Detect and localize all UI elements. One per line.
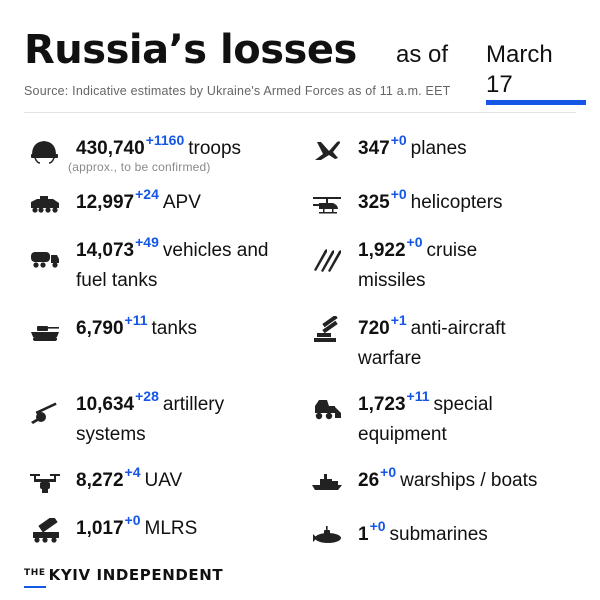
stat-anti-aircraft: 720+1 anti-aircraft warfare (310, 312, 580, 376)
stat-delta: +0 (124, 512, 141, 528)
stat-value: 1,723 (358, 394, 406, 415)
stat-value: 347 (358, 138, 390, 159)
stat-value: 12,997 (76, 192, 135, 213)
stat-label: submarines (389, 524, 488, 545)
stat-label: MLRS (144, 518, 198, 539)
apv-icon (28, 190, 62, 218)
stat-label: cruise (426, 240, 478, 261)
anti-aircraft-icon (310, 316, 344, 344)
stat-uav: 8,272+4 UAV (28, 464, 288, 498)
stat-label: troops (188, 138, 242, 159)
stat-delta: +0 (390, 132, 407, 148)
drone-icon (28, 468, 62, 496)
stat-label-line2: fuel tanks (76, 270, 158, 291)
stat-special-equipment: 1,723+11 special equipment (310, 388, 580, 452)
stat-label-line2: equipment (358, 424, 447, 445)
stat-label: helicopters (410, 192, 503, 213)
divider (24, 112, 576, 113)
stat-value: 8,272 (76, 470, 124, 491)
stat-delta: +0 (390, 186, 407, 202)
stat-delta: +0 (380, 464, 397, 480)
artillery-icon (28, 398, 62, 426)
stat-delta: +11 (124, 312, 148, 328)
stat-label: artillery (162, 394, 225, 415)
brand-logo: THE KYIV INDEPENDENT (24, 566, 223, 584)
stat-troops: 430,740+1160 troops (approx., to be confi… (28, 132, 288, 184)
stat-value: 720 (358, 318, 390, 339)
stat-label: UAV (144, 470, 183, 491)
stat-vehicles: 14,073+49 vehicles and fuel tanks (28, 234, 298, 298)
troops-note: (approx., to be confirmed) (68, 160, 211, 174)
submarine-icon (310, 522, 344, 550)
stat-delta: +11 (406, 388, 430, 404)
stat-label: warships / boats (400, 470, 538, 491)
header: Russia’s losses as of March 17 (24, 24, 586, 105)
stat-warships: 26+0 warships / boats (310, 464, 580, 498)
stat-label: special (433, 394, 493, 415)
mlrs-icon (28, 518, 62, 546)
stat-mlrs: 1,017+0 MLRS (28, 512, 288, 546)
stat-delta: +49 (135, 234, 159, 250)
stat-label: anti-aircraft (410, 318, 506, 339)
stat-artillery: 10,634+28 artillery systems (28, 388, 298, 452)
stat-delta: +28 (135, 388, 159, 404)
stat-delta: +1 (390, 312, 407, 328)
stat-value: 10,634 (76, 394, 135, 415)
plane-icon (310, 136, 344, 164)
stat-delta: +1160 (145, 132, 185, 148)
stat-planes: 347+0 planes (310, 132, 580, 166)
stat-value: 1 (358, 524, 369, 545)
stat-label-line2: missiles (358, 270, 426, 291)
stat-value: 6,790 (76, 318, 124, 339)
stat-submarines: 1+0 submarines (310, 518, 580, 552)
stat-delta: +24 (135, 186, 159, 202)
brand-name: KYIV INDEPENDENT (48, 566, 224, 584)
fuel-truck-icon (28, 244, 62, 272)
title-as-of: as of (396, 41, 449, 68)
stat-apv: 12,997+24 APV (28, 186, 288, 220)
stat-value: 430,740 (76, 138, 145, 159)
stat-delta: +0 (369, 518, 386, 534)
tank-icon (28, 318, 62, 346)
stat-cruise-missiles: 1,922+0 cruise missiles (310, 234, 580, 298)
stat-label: vehicles and (162, 240, 269, 261)
stat-label: planes (410, 138, 467, 159)
special-equipment-icon (310, 394, 344, 422)
stat-helicopters: 325+0 helicopters (310, 186, 580, 220)
source-note: Source: Indicative estimates by Ukraine'… (24, 84, 451, 98)
stat-value: 1,922 (358, 240, 406, 261)
stat-value: 26 (358, 470, 380, 491)
stat-label-line2: warfare (358, 348, 422, 369)
stat-value: 14,073 (76, 240, 135, 261)
stat-value: 325 (358, 192, 390, 213)
warship-icon (310, 468, 344, 496)
stat-label-line2: systems (76, 424, 146, 445)
stat-tanks: 6,790+11 tanks (28, 312, 288, 346)
cruise-missiles-icon (310, 244, 344, 272)
brand-the: THE (24, 568, 46, 578)
title-date: March 17 (486, 40, 586, 105)
stat-delta: +0 (406, 234, 423, 250)
page-title: Russia’s losses (24, 27, 357, 73)
helmet-icon (28, 136, 62, 164)
stat-label: tanks (151, 318, 197, 339)
stat-value: 1,017 (76, 518, 124, 539)
helicopter-icon (310, 190, 344, 218)
stat-delta: +4 (124, 464, 141, 480)
stat-label: APV (162, 192, 201, 213)
